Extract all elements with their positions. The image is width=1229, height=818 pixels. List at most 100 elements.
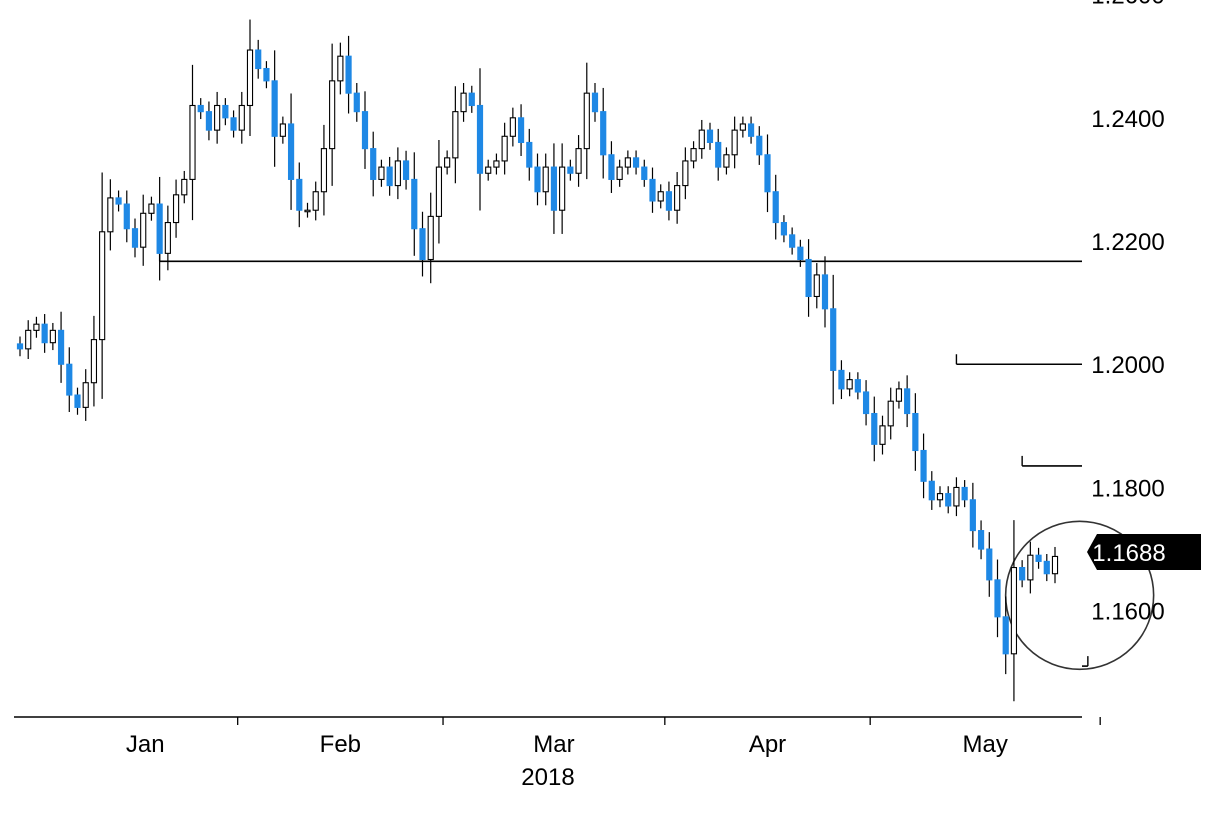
candle-body-up (624, 157, 631, 168)
candle (632, 150, 640, 175)
candle (476, 68, 484, 211)
y-tick-label: 1.2600 (1091, 0, 1164, 10)
candle (624, 150, 631, 175)
candle-body-down (517, 117, 525, 144)
candle-body-up (148, 203, 155, 214)
candle-body-down (994, 579, 1001, 618)
candle (797, 239, 804, 267)
candle-body-up (140, 212, 147, 248)
candle (912, 393, 919, 471)
candle (115, 190, 122, 212)
candle-body-down (74, 394, 81, 408)
candles-layer (16, 19, 1059, 702)
candle-body-up (813, 274, 820, 298)
candle (460, 83, 467, 122)
candle (370, 131, 377, 197)
candle-body-up (164, 221, 171, 254)
candle-body-down (986, 548, 993, 581)
candle-body-down (591, 92, 599, 113)
candle-body-down (805, 258, 812, 298)
candle (608, 141, 615, 193)
candle-body-down (66, 363, 73, 396)
candle (739, 116, 746, 138)
candle (764, 134, 771, 213)
candle (263, 61, 270, 89)
candle (25, 320, 32, 360)
candle-body-down (830, 308, 837, 371)
candle-body-down (977, 530, 985, 550)
candle-body-up (1010, 566, 1018, 655)
candle-body-down (156, 203, 163, 254)
candle (862, 380, 870, 426)
candle (287, 93, 295, 210)
candle (706, 122, 714, 150)
candle (107, 179, 114, 251)
candle-body-down (780, 221, 788, 236)
candle-body-up (895, 388, 903, 402)
candle (82, 369, 89, 421)
candle-body-down (222, 104, 229, 119)
candle (583, 62, 590, 180)
candle (920, 433, 927, 499)
candle-body-up (501, 135, 508, 162)
candle-body-up (33, 323, 40, 331)
candle-body-up (887, 400, 894, 427)
candle-body-up (509, 117, 516, 137)
candle (838, 360, 845, 400)
candle (846, 372, 853, 397)
candle-body-down (1035, 554, 1042, 562)
candle-body-down (969, 499, 976, 532)
candle-body-down (255, 49, 262, 70)
candle-body-down (345, 55, 352, 94)
candle (1010, 520, 1018, 702)
candle-body-up (559, 166, 566, 211)
candle-body-down (526, 141, 533, 168)
candle (789, 227, 796, 255)
candle-body-up (427, 215, 434, 261)
candle-body-up (394, 160, 401, 187)
candle (33, 316, 40, 338)
candle (517, 104, 525, 157)
candle (156, 176, 163, 281)
candle-body-up (682, 160, 689, 187)
candle (320, 124, 328, 216)
candle (1019, 560, 1026, 588)
candle-body-down (961, 486, 968, 501)
candle (419, 211, 426, 277)
candle (435, 139, 443, 244)
candle-body-up (312, 191, 319, 211)
candle-body-down (476, 104, 484, 174)
candle-body-down (1043, 560, 1050, 575)
candle-body-down (945, 493, 952, 507)
candle (296, 162, 303, 228)
candle (1051, 546, 1059, 584)
candle-body-up (279, 123, 286, 137)
candle-body-up (690, 148, 697, 162)
candle-body-up (739, 123, 746, 131)
candle (452, 86, 459, 184)
candle (123, 190, 130, 243)
candle-body-down (1002, 616, 1009, 655)
candle-body-up (731, 129, 738, 156)
candle-body-down (131, 228, 139, 248)
candle-body-down (57, 329, 65, 365)
x-tick-label: Feb (320, 731, 361, 758)
candle-body-up (181, 178, 188, 196)
candle (986, 532, 993, 597)
candle-body-down (370, 148, 377, 180)
candle-body-up (25, 329, 32, 350)
candle (780, 215, 788, 243)
candle-body-down (230, 117, 237, 131)
candle (1035, 547, 1042, 569)
candle (181, 170, 188, 204)
candle-body-down (772, 191, 779, 224)
candle-body-up (304, 209, 311, 213)
candle-body-down (263, 67, 270, 82)
candle-body-down (821, 274, 829, 310)
candle (197, 98, 204, 120)
candle-body-down (567, 166, 574, 174)
candle (271, 50, 278, 167)
candle (74, 387, 81, 415)
candle (164, 205, 171, 271)
candle (698, 119, 705, 159)
